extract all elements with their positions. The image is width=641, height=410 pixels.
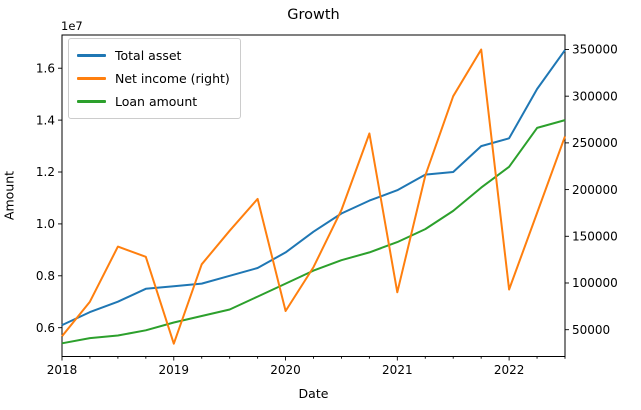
- legend-entry-total-asset: Total asset: [77, 44, 230, 67]
- x-tick-label: 2022: [494, 363, 525, 377]
- x-tick-label: 2021: [382, 363, 413, 377]
- y-left-tick-label: 1.6: [36, 61, 55, 75]
- legend-label: Loan amount: [115, 94, 198, 109]
- y-right-tick-label: 350000: [572, 43, 618, 57]
- y-right-tick-label: 300000: [572, 89, 618, 103]
- series-line-loan-amount: [61, 119, 566, 345]
- x-axis-label: Date: [298, 386, 329, 401]
- x-tick-label: 2018: [47, 363, 78, 377]
- y-left-tick-label: 0.8: [36, 269, 55, 283]
- legend-entry-net-income: Net income (right): [77, 67, 230, 90]
- y-right-tick-label: 50000: [572, 323, 610, 337]
- y-left-tick-label: 0.6: [36, 321, 55, 335]
- series-line-total-asset: [61, 49, 566, 327]
- legend: Total asset Net income (right) Loan amou…: [68, 38, 241, 119]
- legend-label: Total asset: [115, 48, 182, 63]
- x-tick-label: 2019: [159, 363, 190, 377]
- legend-line-sample: [77, 54, 106, 57]
- legend-line-sample: [77, 77, 106, 80]
- legend-line-sample: [77, 100, 106, 103]
- y-right-tick-label: 250000: [572, 136, 618, 150]
- y-left-tick-label: 1.4: [36, 113, 55, 127]
- y-axis-offset-text: 1e7: [61, 19, 83, 33]
- y-right-tick-label: 150000: [572, 229, 618, 243]
- legend-label: Net income (right): [115, 71, 230, 86]
- y-left-tick-label: 1.2: [36, 165, 55, 179]
- y-axis-label: Amount: [1, 170, 17, 221]
- series-line-net-income-right: [61, 48, 566, 345]
- y-right-tick-label: 100000: [572, 276, 618, 290]
- y-right-tick-label: 200000: [572, 183, 618, 197]
- x-tick-label: 2020: [270, 363, 301, 377]
- y-left-tick-label: 1.0: [36, 217, 55, 231]
- legend-entry-loan-amount: Loan amount: [77, 90, 230, 113]
- chart-title: Growth: [287, 7, 340, 23]
